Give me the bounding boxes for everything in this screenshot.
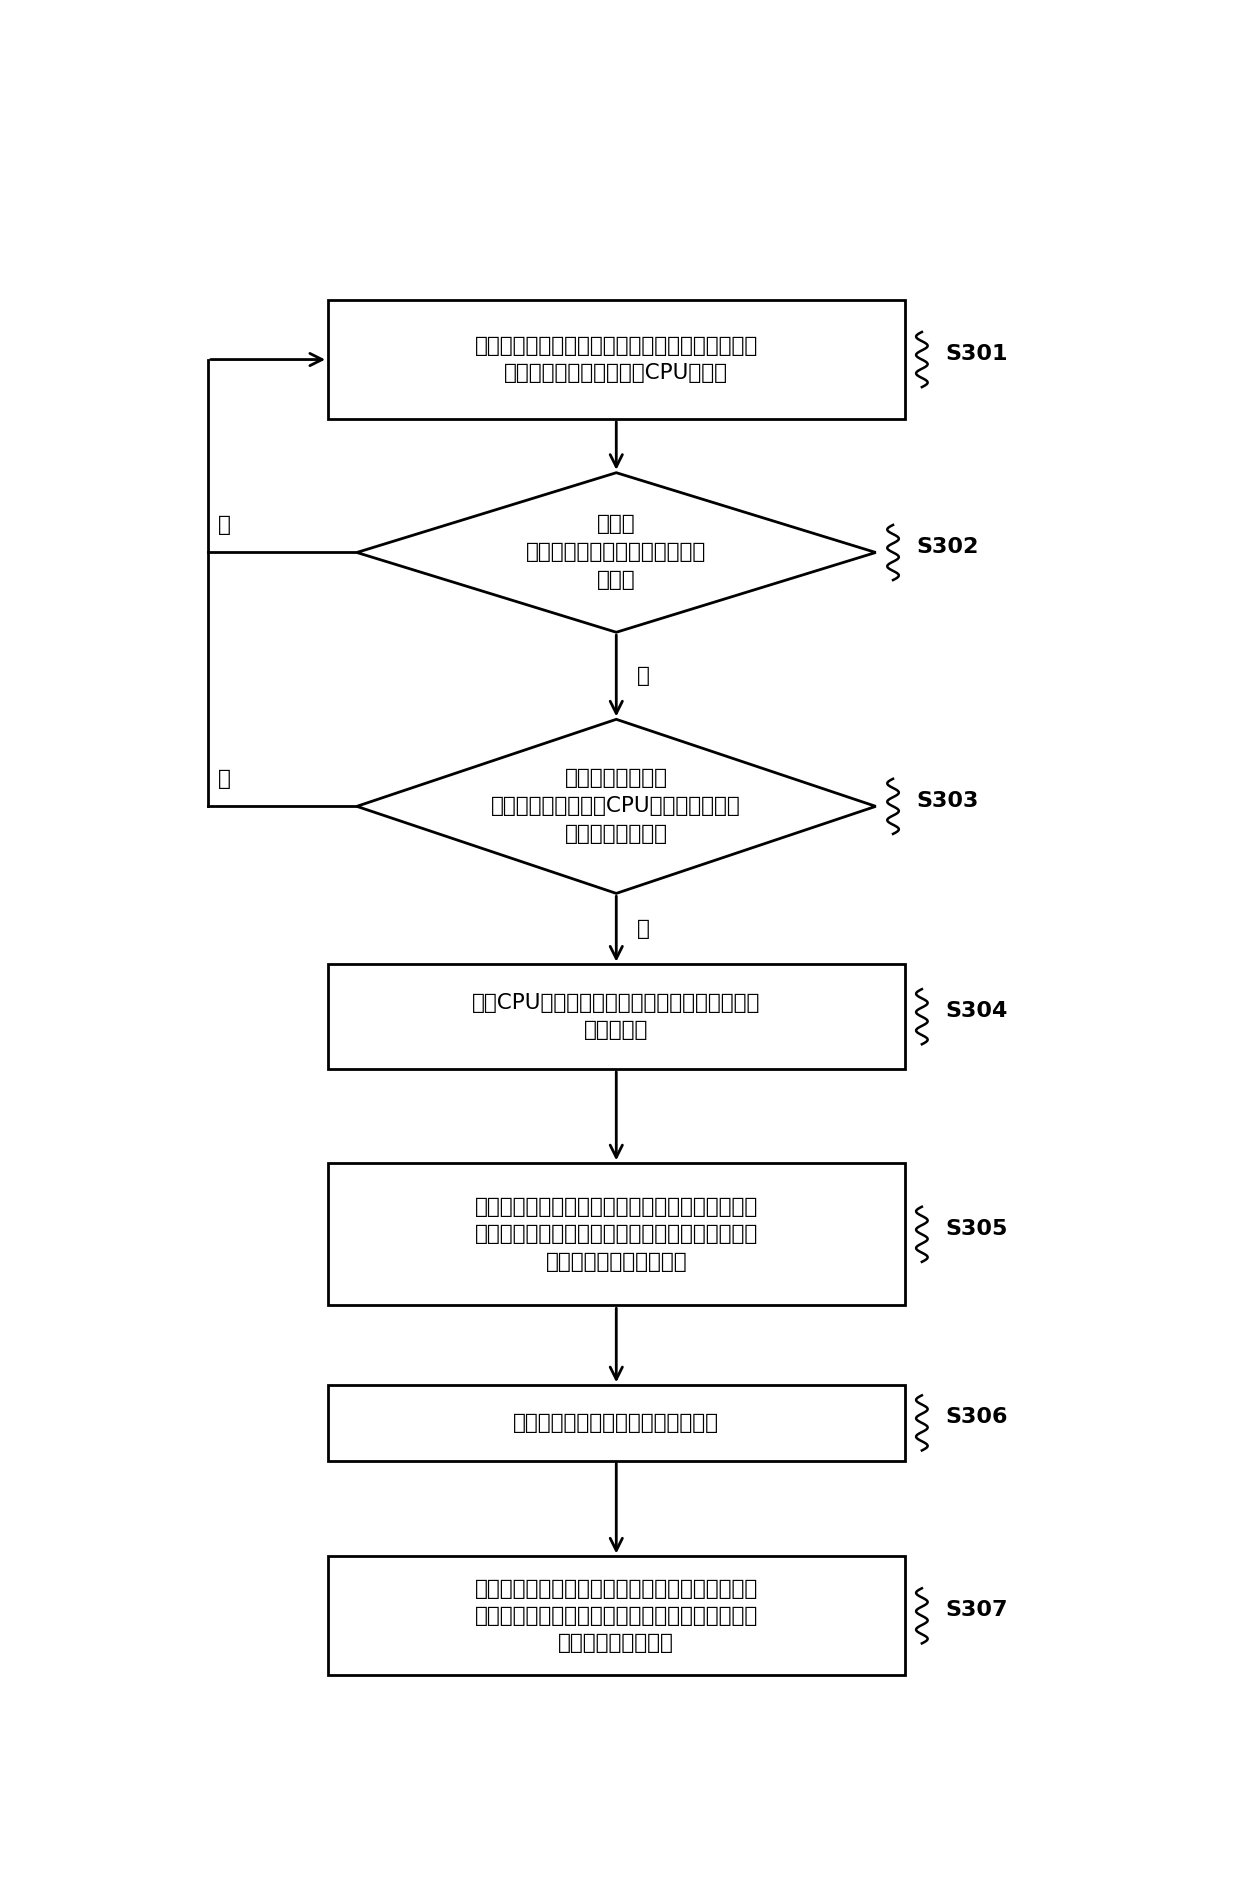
Text: 判断移
动终端的温度值是否达到第一预
设阈値: 判断移 动终端的温度值是否达到第一预 设阈値	[526, 514, 707, 590]
Polygon shape	[357, 473, 875, 633]
Text: S302: S302	[916, 537, 978, 558]
Text: 否: 否	[217, 769, 231, 789]
Text: 否: 否	[217, 514, 231, 535]
Text: 确定CPU占用率达到预设占用率的应用进程为目
标应用进程: 确定CPU占用率达到预设占用率的应用进程为目 标应用进程	[472, 993, 760, 1040]
FancyBboxPatch shape	[327, 1385, 905, 1460]
FancyBboxPatch shape	[327, 1556, 905, 1675]
Text: S306: S306	[945, 1407, 1007, 1428]
FancyBboxPatch shape	[327, 1162, 905, 1306]
Text: 是: 是	[637, 919, 650, 938]
Text: 是: 是	[637, 665, 650, 686]
Polygon shape	[357, 720, 875, 893]
Text: 在高温报警信息中提供一键降温按钒: 在高温报警信息中提供一键降温按钒	[513, 1413, 719, 1434]
FancyBboxPatch shape	[327, 300, 905, 418]
Text: S307: S307	[945, 1600, 1007, 1620]
Text: S301: S301	[945, 345, 1007, 364]
FancyBboxPatch shape	[327, 965, 905, 1068]
Text: S304: S304	[945, 1000, 1007, 1021]
Text: 当接收到用户对一键降温按钒的触发操作时，停止
运行所有目标应用进程，并清除所有目标应用进程
对应的高温报警信息: 当接收到用户对一键降温按钒的触发操作时，停止 运行所有目标应用进程，并清除所有目…	[475, 1579, 758, 1652]
Text: S305: S305	[945, 1219, 1007, 1240]
Text: 输出目标应用进程对应的高温报警信息，该高温报
警信息用于提示用户目标应用进程对应的应用程序
导致移动终端的温度过高: 输出目标应用进程对应的高温报警信息，该高温报 警信息用于提示用户目标应用进程对应…	[475, 1196, 758, 1272]
Text: 监控移动终端的温度值，同时分别统计当前正在运
行的所有应用进程各自的CPU占用率: 监控移动终端的温度值，同时分别统计当前正在运 行的所有应用进程各自的CPU占用率	[475, 335, 758, 382]
Text: S303: S303	[916, 791, 978, 810]
Text: 判断当前正在运行
的应用进程中是否有CPU占用率达到预设
占用率的应用进程: 判断当前正在运行 的应用进程中是否有CPU占用率达到预设 占用率的应用进程	[491, 769, 742, 844]
